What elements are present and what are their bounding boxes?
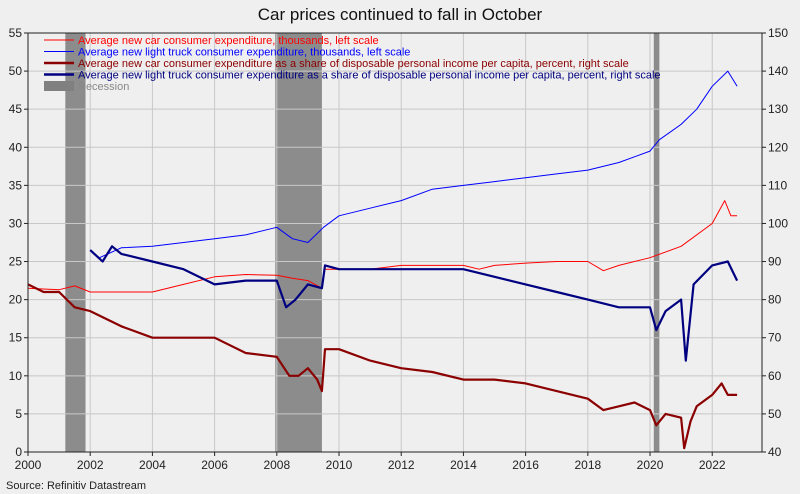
- x-axis-tick-label: 2012: [388, 458, 415, 472]
- right-axis-tick-label: 130: [768, 102, 788, 116]
- right-axis-tick-label: 70: [768, 331, 782, 345]
- right-axis-tick-label: 50: [768, 407, 782, 421]
- left-axis-tick-label: 5: [15, 407, 22, 421]
- x-axis-tick-label: 2016: [512, 458, 539, 472]
- gridlines: [27, 32, 762, 453]
- recession-band: [275, 33, 322, 452]
- recession-band: [653, 33, 660, 452]
- legend-label: Average new light truck consumer expendi…: [78, 70, 661, 82]
- x-axis-tick-label: 2018: [574, 458, 601, 472]
- right-axis-tick-label: 90: [768, 255, 782, 269]
- x-axis-tick-label: 2020: [637, 458, 664, 472]
- legend-label: Average new car consumer expenditure as …: [78, 58, 629, 70]
- x-axis-tick-label: 2004: [139, 458, 166, 472]
- chart-title: Car prices continued to fall in October: [258, 5, 543, 24]
- series-line-4: [89, 245, 739, 362]
- series-line-2: [89, 70, 738, 259]
- plot-frame: [27, 32, 763, 453]
- x-axis-tick-label: 2008: [263, 458, 290, 472]
- left-axis-tick-label: 40: [9, 140, 23, 154]
- left-axis-tick-label: 0: [15, 445, 22, 459]
- left-axis-tick-label: 45: [9, 102, 23, 116]
- source-note: Source: Refinitiv Datastream: [6, 480, 146, 492]
- x-axis-tick-label: 2022: [699, 458, 726, 472]
- left-axis-tick-label: 15: [9, 331, 23, 345]
- x-axis-tick-label: 2010: [326, 458, 353, 472]
- left-axis-tick-label: 25: [9, 255, 23, 269]
- x-axis-tick-label: 2014: [450, 458, 477, 472]
- x-axis-tick-label: 2006: [201, 458, 228, 472]
- left-axis-tick-label: 20: [9, 293, 23, 307]
- legend-swatch-recession: [44, 81, 74, 91]
- left-axis-tick-label: 10: [9, 369, 23, 383]
- legend-label: Recession: [78, 81, 129, 93]
- axes: 0 5 10 15 20 25 30 35 40 45 50 55 40 50 60 70 80 90 100 110…: [9, 26, 789, 472]
- right-axis-tick-label: 140: [768, 64, 788, 78]
- left-axis-tick-label: 30: [9, 216, 23, 230]
- series-line-1: [27, 200, 738, 293]
- left-axis-tick-label: 55: [9, 26, 23, 40]
- right-axis-tick-label: 110: [768, 178, 787, 192]
- series-lines: [27, 70, 739, 450]
- series-line-3: [27, 283, 738, 450]
- right-axis-tick-label: 40: [768, 445, 782, 459]
- x-axis-tick-label: 2000: [15, 458, 42, 472]
- recession-band: [65, 33, 86, 452]
- left-axis-tick-label: 35: [9, 178, 23, 192]
- legend: Average new car consumer expenditure, th…: [44, 35, 661, 93]
- x-axis-tick-label: 2002: [77, 458, 104, 472]
- left-axis-tick-label: 50: [9, 64, 23, 78]
- right-axis-tick-label: 100: [768, 216, 788, 230]
- right-axis-tick-label: 150: [768, 26, 788, 40]
- right-axis-tick-label: 80: [768, 293, 782, 307]
- legend-label: Average new car consumer expenditure, th…: [78, 35, 379, 47]
- recession-bands: [65, 33, 660, 452]
- right-axis-tick-label: 60: [768, 369, 782, 383]
- legend-label: Average new light truck consumer expendi…: [78, 47, 410, 59]
- right-axis-tick-label: 120: [768, 140, 788, 154]
